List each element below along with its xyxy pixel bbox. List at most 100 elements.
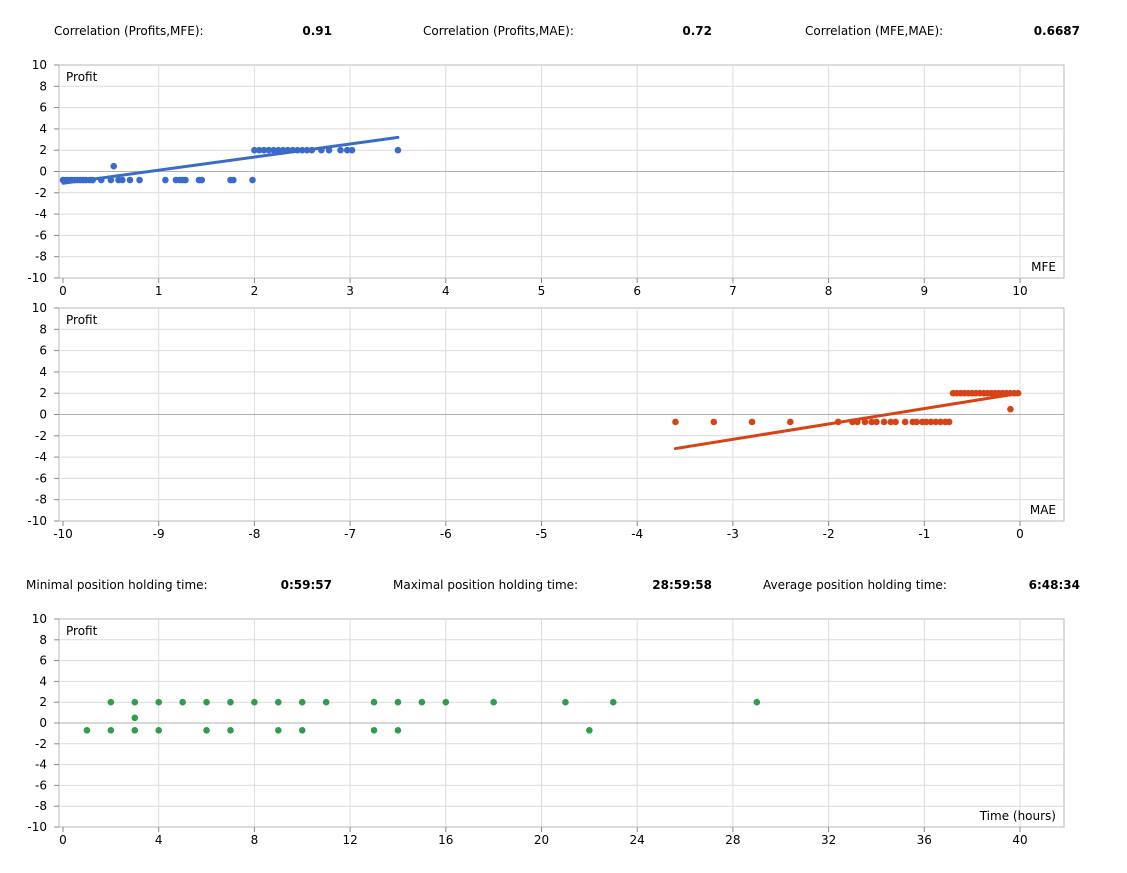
- x-tick-label: -3: [727, 527, 739, 541]
- data-point: [753, 698, 761, 706]
- x-tick-label: 24: [630, 833, 645, 847]
- y-tick-label: -8: [35, 493, 47, 507]
- x-tick-label: -8: [248, 527, 260, 541]
- y-tick-label: 0: [39, 408, 47, 422]
- x-tick-label: 8: [825, 284, 833, 298]
- x-tick-label: 2: [251, 284, 259, 298]
- data-point: [182, 176, 189, 184]
- data-point: [873, 418, 880, 426]
- corr-mfe-mae-value: 0.6687: [1033, 24, 1080, 38]
- y-tick-label: 6: [39, 654, 47, 668]
- data-point: [131, 726, 139, 734]
- y-axis-label: Profit: [66, 624, 98, 638]
- data-point: [672, 418, 679, 426]
- x-tick-label: 6: [633, 284, 641, 298]
- data-point: [748, 418, 756, 426]
- data-point: [343, 146, 351, 154]
- data-point: [110, 162, 118, 170]
- y-tick-label: -2: [35, 429, 47, 443]
- data-point: [710, 418, 718, 426]
- data-point: [275, 726, 282, 734]
- data-point: [107, 726, 115, 734]
- y-tick-label: 10: [32, 58, 47, 72]
- data-point: [270, 146, 277, 154]
- data-point: [927, 418, 935, 426]
- data-point: [887, 418, 895, 426]
- x-tick-label: 5: [538, 284, 546, 298]
- x-tick-label: 20: [534, 833, 549, 847]
- x-tick-label: 28: [725, 833, 740, 847]
- data-point: [922, 418, 930, 426]
- y-tick-label: -10: [27, 514, 47, 528]
- x-tick-label: -5: [536, 527, 548, 541]
- corr-profits-mae-value: 0.72: [682, 24, 712, 38]
- trend-line: [673, 391, 1022, 451]
- data-point: [251, 146, 258, 154]
- y-tick-label: 6: [39, 344, 47, 358]
- y-tick-label: -4: [35, 450, 47, 464]
- y-tick-label: -4: [35, 207, 47, 221]
- data-point: [394, 698, 402, 706]
- data-point: [126, 176, 134, 184]
- data-point: [289, 146, 296, 154]
- x-tick-label: 4: [155, 833, 163, 847]
- trend-line: [61, 135, 400, 185]
- y-tick-label: -2: [35, 186, 47, 200]
- data-point: [249, 176, 256, 184]
- y-tick-label: 8: [39, 633, 47, 647]
- x-axis-label: Time (hours): [979, 809, 1056, 823]
- data-point: [298, 146, 306, 154]
- y-tick-label: -4: [35, 758, 47, 772]
- data-point: [322, 698, 330, 706]
- data-point: [854, 418, 861, 426]
- x-tick-label: 9: [920, 284, 928, 298]
- data-point: [275, 698, 282, 706]
- data-point: [251, 698, 258, 706]
- data-point: [913, 418, 920, 426]
- data-point: [609, 698, 617, 706]
- data-point: [325, 146, 333, 154]
- y-axis-label: Profit: [66, 70, 98, 84]
- y-tick-label: 8: [39, 322, 47, 336]
- data-point: [155, 698, 162, 706]
- data-point: [131, 714, 139, 722]
- x-tick-label: 10: [1012, 284, 1027, 298]
- data-point: [155, 726, 162, 734]
- x-tick-label: 0: [59, 284, 67, 298]
- x-tick-label: -1: [918, 527, 930, 541]
- data-point: [303, 146, 311, 154]
- data-point: [275, 146, 282, 154]
- profit-vs-mae-chart: -10 -9 -8 -7 -6 -5 -4 -3 -2 -1 0-10-8-6-4-20246810…: [27, 301, 1065, 541]
- corr-profits-mfe-label: Correlation (Profits,MFE):: [54, 24, 204, 38]
- data-point: [255, 146, 263, 154]
- x-tick-label: 8: [251, 833, 259, 847]
- y-tick-label: 0: [39, 716, 47, 730]
- x-tick-label: 3: [346, 284, 354, 298]
- data-point: [901, 418, 909, 426]
- data-point: [298, 698, 306, 706]
- x-tick-label: 0: [59, 833, 67, 847]
- data-point: [260, 146, 268, 154]
- profit-vs-time-chart: 0 4 8 12 16 20 24 28 32 36 40-10-8-6-4-20246810Pro…: [27, 612, 1065, 847]
- data-point: [337, 146, 344, 154]
- x-tick-label: -10: [53, 527, 73, 541]
- data-point: [562, 698, 569, 706]
- x-tick-label: -4: [631, 527, 643, 541]
- data-point: [279, 146, 287, 154]
- data-point: [1014, 389, 1022, 397]
- x-tick-label: 4: [442, 284, 450, 298]
- data-point: [227, 726, 234, 734]
- x-axis-label: MFE: [1031, 260, 1056, 274]
- data-point: [370, 726, 378, 734]
- data-point: [932, 418, 940, 426]
- data-point: [203, 698, 210, 706]
- y-axis-label: Profit: [66, 313, 98, 327]
- data-point: [834, 418, 842, 426]
- data-point: [442, 698, 450, 706]
- avg-hold-label: Average position holding time:: [763, 578, 947, 592]
- x-tick-label: 0: [1016, 527, 1024, 541]
- y-tick-label: 10: [32, 301, 47, 315]
- data-point: [418, 698, 426, 706]
- y-tick-label: -10: [27, 820, 47, 834]
- avg-hold-value: 6:48:34: [1028, 578, 1080, 592]
